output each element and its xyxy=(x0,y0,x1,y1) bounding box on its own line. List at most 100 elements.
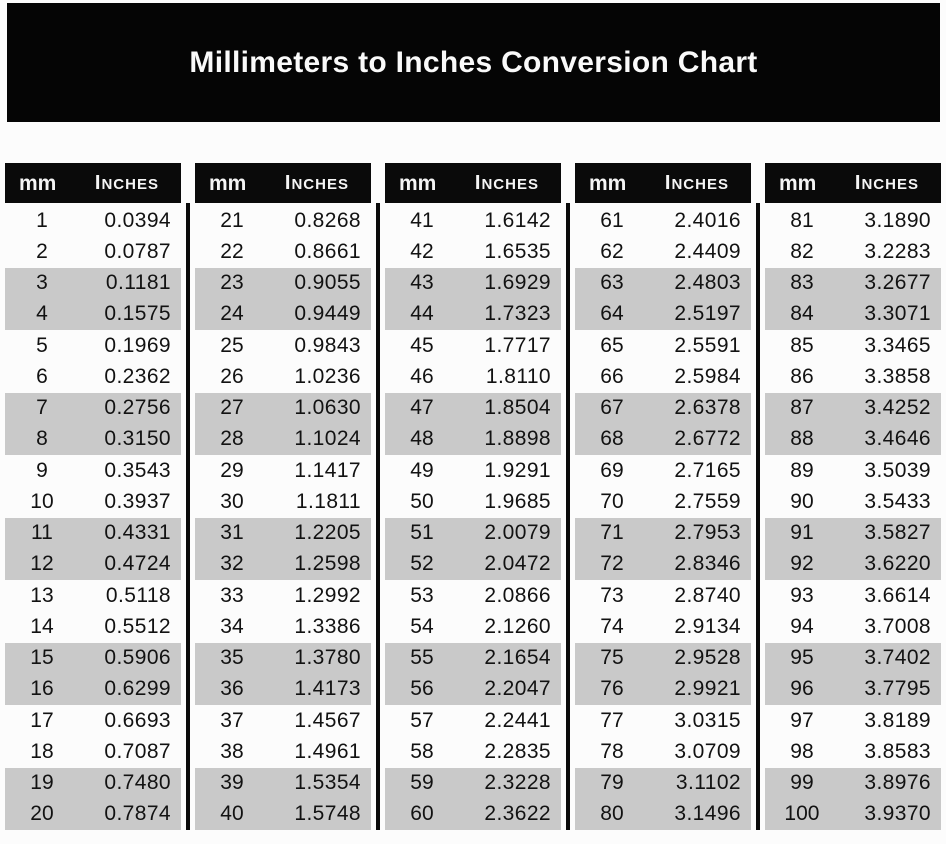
inches-value-cell: 2.0866 xyxy=(484,583,551,607)
table-row: 94 3.7008 xyxy=(765,611,941,642)
mm-value-cell: 52 xyxy=(410,552,434,576)
table-row: 55 2.1654 xyxy=(385,642,561,674)
mm-value-cell: 56 xyxy=(410,677,434,701)
mm-value-cell: 34 xyxy=(220,614,244,638)
conversion-column-group: mm Inches 1 0.0394 2 0.0787 3 0.1181 4 0… xyxy=(5,163,181,830)
table-row: 43 1.6929 xyxy=(385,267,561,299)
mm-value-cell: 76 xyxy=(600,677,624,701)
mm-value-cell: 25 xyxy=(220,333,244,357)
inches-value-cell: 1.8898 xyxy=(484,427,551,451)
table-row: 32 1.2598 xyxy=(195,548,371,580)
mm-value-cell: 46 xyxy=(410,364,434,388)
table-row: 93 3.6614 xyxy=(765,580,941,611)
table-row: 35 1.3780 xyxy=(195,642,371,674)
conversion-column-group: mm Inches 21 0.8268 22 0.8661 23 0.9055 … xyxy=(195,163,371,830)
table-row: 8 0.3150 xyxy=(5,423,181,455)
table-row: 53 2.0866 xyxy=(385,580,561,611)
table-row: 67 2.6378 xyxy=(575,392,751,424)
table-row: 30 1.1811 xyxy=(195,486,371,517)
table-row: 9 0.3543 xyxy=(5,455,181,486)
mm-value-cell: 13 xyxy=(30,583,54,607)
mm-value-cell: 58 xyxy=(410,739,434,763)
column-separator xyxy=(376,203,380,830)
mm-value-cell: 36 xyxy=(220,677,244,701)
mm-value-cell: 15 xyxy=(30,646,54,670)
mm-value-cell: 69 xyxy=(600,458,624,482)
inches-value-cell: 2.9921 xyxy=(674,677,741,701)
inches-value-cell: 2.4803 xyxy=(674,271,741,295)
inches-value-cell: 2.3622 xyxy=(484,802,551,826)
inches-value-cell: 1.6535 xyxy=(484,239,551,263)
table-row: 91 3.5827 xyxy=(765,517,941,549)
table-row: 48 1.8898 xyxy=(385,423,561,455)
table-row: 47 1.8504 xyxy=(385,392,561,424)
inches-value-cell: 0.2756 xyxy=(104,396,171,420)
table-row: 77 3.0315 xyxy=(575,705,751,736)
mm-value-cell: 42 xyxy=(410,239,434,263)
inches-value-cell: 2.5591 xyxy=(674,333,741,357)
table-row: 99 3.8976 xyxy=(765,767,941,799)
mm-value-cell: 62 xyxy=(600,239,624,263)
mm-value-cell: 53 xyxy=(410,583,434,607)
mm-value-cell: 86 xyxy=(790,364,814,388)
column-separator xyxy=(566,203,570,830)
table-row: 46 1.8110 xyxy=(385,361,561,392)
inches-value-cell: 3.6614 xyxy=(864,583,931,607)
inches-value-cell: 3.1496 xyxy=(674,802,741,826)
conversion-column-group: mm Inches 81 3.1890 82 3.2283 83 3.2677 … xyxy=(765,163,941,830)
table-row: 5 0.1969 xyxy=(5,330,181,361)
mm-value-cell: 84 xyxy=(790,302,814,326)
mm-column-header: mm xyxy=(589,171,627,195)
mm-value-cell: 95 xyxy=(790,646,814,670)
mm-value-cell: 79 xyxy=(600,771,624,795)
inches-value-cell: 1.4961 xyxy=(294,739,361,763)
inches-value-cell: 3.7402 xyxy=(864,646,931,670)
inches-value-cell: 3.1102 xyxy=(675,771,741,795)
mm-value-cell: 85 xyxy=(790,333,814,357)
table-row: 85 3.3465 xyxy=(765,330,941,361)
mm-value-cell: 91 xyxy=(790,521,814,545)
column-separator xyxy=(756,203,760,830)
title-banner: Millimeters to Inches Conversion Chart xyxy=(7,3,940,122)
column-group-header: mm Inches xyxy=(5,163,181,203)
inches-value-cell: 0.6693 xyxy=(104,708,171,732)
inches-value-cell: 1.4173 xyxy=(294,677,361,701)
inches-value-cell: 2.5197 xyxy=(674,302,741,326)
table-row: 20 0.7874 xyxy=(5,798,181,830)
table-row: 15 0.5906 xyxy=(5,642,181,674)
mm-value-cell: 41 xyxy=(410,208,434,232)
inches-value-cell: 1.8504 xyxy=(484,396,551,420)
mm-column-header: mm xyxy=(399,171,437,195)
mm-value-cell: 2 xyxy=(36,239,48,263)
inches-value-cell: 3.6220 xyxy=(864,552,931,576)
table-row: 62 2.4409 xyxy=(575,236,751,267)
inches-column-header: Inches xyxy=(284,172,349,194)
mm-value-cell: 66 xyxy=(600,364,624,388)
inches-column-header: Inches xyxy=(474,172,539,194)
mm-value-cell: 47 xyxy=(410,396,434,420)
column-group-header: mm Inches xyxy=(385,163,561,203)
mm-value-cell: 26 xyxy=(220,364,244,388)
table-row: 14 0.5512 xyxy=(5,611,181,642)
table-row: 92 3.6220 xyxy=(765,548,941,580)
inches-column-header: Inches xyxy=(94,172,159,194)
inches-value-cell: 3.7008 xyxy=(864,614,931,638)
mm-value-cell: 23 xyxy=(220,271,244,295)
mm-value-cell: 71 xyxy=(600,521,624,545)
mm-value-cell: 19 xyxy=(30,771,54,795)
mm-value-cell: 99 xyxy=(790,771,814,795)
table-row: 83 3.2677 xyxy=(765,267,941,299)
mm-value-cell: 28 xyxy=(220,427,244,451)
mm-value-cell: 10 xyxy=(30,489,54,513)
mm-value-cell: 27 xyxy=(220,396,244,420)
inches-value-cell: 1.1417 xyxy=(294,458,361,482)
table-row: 57 2.2441 xyxy=(385,705,561,736)
mm-value-cell: 21 xyxy=(220,208,244,232)
mm-value-cell: 33 xyxy=(220,583,244,607)
inches-value-cell: 0.0787 xyxy=(104,239,171,263)
inches-value-cell: 2.2441 xyxy=(484,708,551,732)
table-row: 38 1.4961 xyxy=(195,736,371,767)
table-row: 1 0.0394 xyxy=(5,205,181,236)
inches-value-cell: 2.0472 xyxy=(484,552,551,576)
inches-value-cell: 0.0394 xyxy=(104,208,171,232)
